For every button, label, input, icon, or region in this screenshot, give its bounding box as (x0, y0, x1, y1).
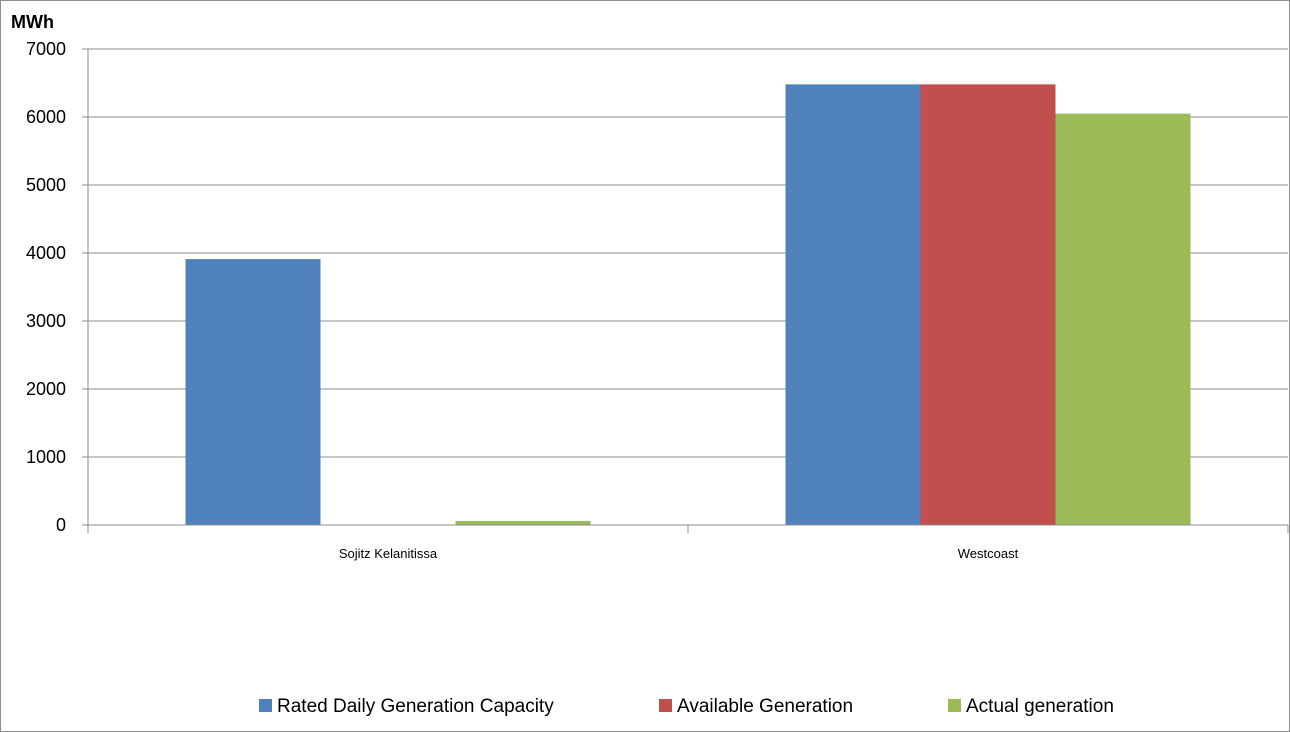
legend-label: Actual generation (966, 696, 1114, 717)
legend: Rated Daily Generation Capacity Available… (259, 696, 1114, 717)
y-tick-label: 7000 (26, 39, 66, 59)
y-tick-label: 5000 (26, 175, 66, 195)
legend-swatch (259, 699, 272, 712)
legend-swatch (948, 699, 961, 712)
y-tick-label: 2000 (26, 379, 66, 399)
x-category-label: Westcoast (958, 546, 1019, 561)
bar (785, 84, 921, 526)
legend-swatch (659, 699, 672, 712)
y-tick-label: 0 (56, 515, 66, 535)
bars (185, 84, 1191, 526)
y-tick-labels: 0 1000 2000 3000 4000 5000 6000 7000 (26, 39, 66, 535)
y-tick-label: 1000 (26, 447, 66, 467)
bar (1055, 113, 1191, 525)
bar (455, 520, 591, 525)
legend-label: Rated Daily Generation Capacity (277, 696, 554, 717)
legend-label: Available Generation (677, 696, 853, 717)
y-axis-unit-label: MWh (11, 12, 54, 32)
y-tick-label: 3000 (26, 311, 66, 331)
y-tick-label: 6000 (26, 107, 66, 127)
bar (920, 84, 1056, 526)
x-category-label: Sojitz Kelanitissa (339, 546, 438, 561)
y-tick-label: 4000 (26, 243, 66, 263)
axes (82, 48, 1289, 533)
bar (185, 259, 321, 525)
x-category-labels: Sojitz Kelanitissa Westcoast (339, 546, 1019, 561)
